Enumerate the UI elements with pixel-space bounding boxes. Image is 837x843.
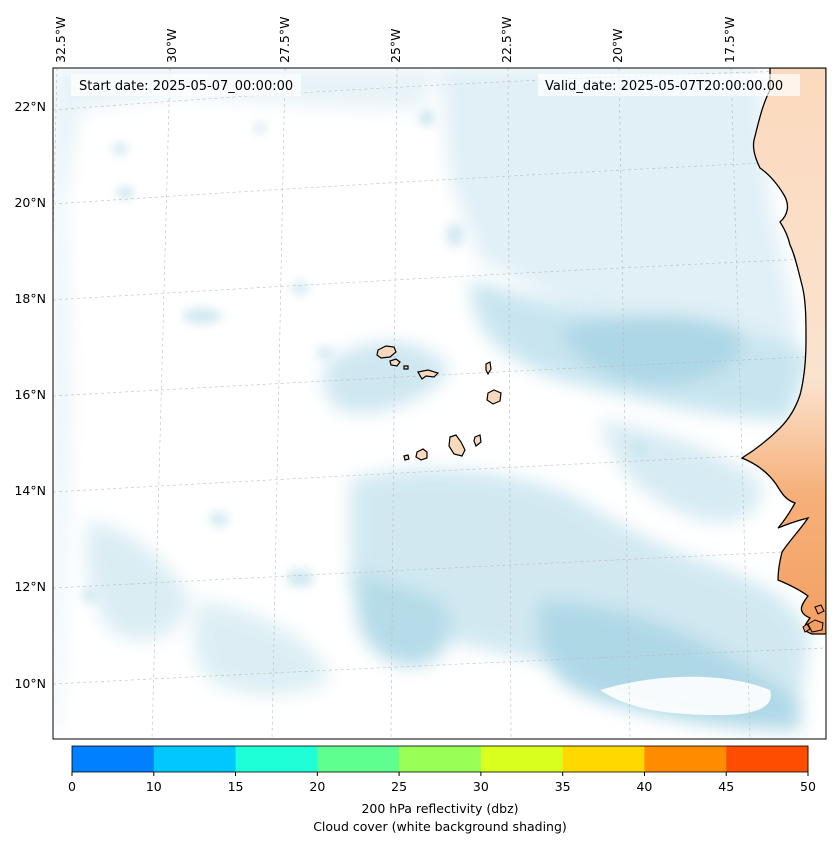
colorbar-tick-label: 50 [800,779,816,794]
colorbar-segment [562,746,645,772]
colorbar-segment [317,746,400,772]
colorbar-tick-label: 40 [636,779,652,794]
island-sao-vicente [389,358,401,367]
map-panel: Start date: 2025-05-07_00:00:00 Valid_da… [53,68,826,739]
longitude-label: 25°W [388,28,403,63]
longitude-label: 17.5°W [722,17,737,63]
bijagos-island [807,619,824,633]
longitude-label: 22.5°W [499,17,514,63]
island-fogo [415,448,428,461]
latitude-labels: 22°N 20°N 18°N 16°N 14°N 12°N 10°N [14,99,46,691]
longitude-labels: 32.5°W 30°W 27.5°W 25°W 22.5°W 20°W 17.5… [53,17,737,63]
bijagos-island [814,604,825,615]
longitude-label: 27.5°W [277,17,292,63]
island-brava [403,454,410,461]
valid-date-label: Valid_date: 2025-05-07T20:00:00.00 [545,79,783,94]
latitude-label: 20°N [14,195,46,210]
map-frame [52,67,827,740]
island-santo-antao [376,345,397,359]
colorbar-tick-label: 15 [228,779,244,794]
longitude-label: 20°W [610,28,625,63]
colorbar-segment [72,746,155,772]
latitude-label: 14°N [14,483,46,498]
latitude-label: 16°N [14,387,46,402]
longitude-label: 30°W [164,28,179,63]
colorbar-segment [644,746,727,772]
colorbar-label-line2: Cloud cover (white background shading) [313,819,567,834]
map-gridlines [53,68,826,739]
colorbar-frame [71,745,809,773]
colorbar-label-line1: 200 hPa reflectivity (dbz) [361,801,518,816]
colorbar-tick-label: 25 [391,779,407,794]
colorbar-tick-label: 10 [146,779,162,794]
latitude-label: 12°N [14,579,46,594]
cloud-cover-shading [53,68,810,739]
colorbar-tick-label: 30 [473,779,489,794]
colorbar-ticks: 0 10 15 20 25 30 35 40 45 50 [68,772,816,794]
colorbar-tick-label: 0 [68,779,76,794]
island-boa-vista [486,389,502,405]
colorbar-segments [72,746,809,772]
start-date-label: Start date: 2025-05-07_00:00:00 [79,79,293,94]
colorbar-tick-label: 35 [555,779,571,794]
colorbar-tick-label: 20 [309,779,325,794]
island-sao-nicolau [417,369,440,380]
valid-date-box [538,74,800,96]
bijagos-island [802,623,811,633]
colorbar: 0 10 15 20 25 30 35 40 45 50 200 hPa reflectivity… [68,745,816,834]
mainland-land [740,68,826,635]
cape-verde-islands [376,345,502,461]
colorbar-segment [726,746,809,772]
island-santiago [448,434,466,457]
latitude-label: 10°N [14,676,46,691]
colorbar-segment [480,746,564,772]
colorbar-tick-label: 45 [718,779,734,794]
island-maio [473,434,482,447]
latitude-label: 22°N [14,99,46,114]
island-santa-luzia [403,365,409,370]
longitude-label: 32.5°W [53,17,68,63]
african-coastline [740,68,826,635]
start-date-box [71,74,301,96]
latitude-label: 18°N [14,291,46,306]
island-sal [485,361,492,376]
colorbar-segment [235,746,318,772]
colorbar-segment [153,746,237,772]
colorbar-segment [399,746,482,772]
